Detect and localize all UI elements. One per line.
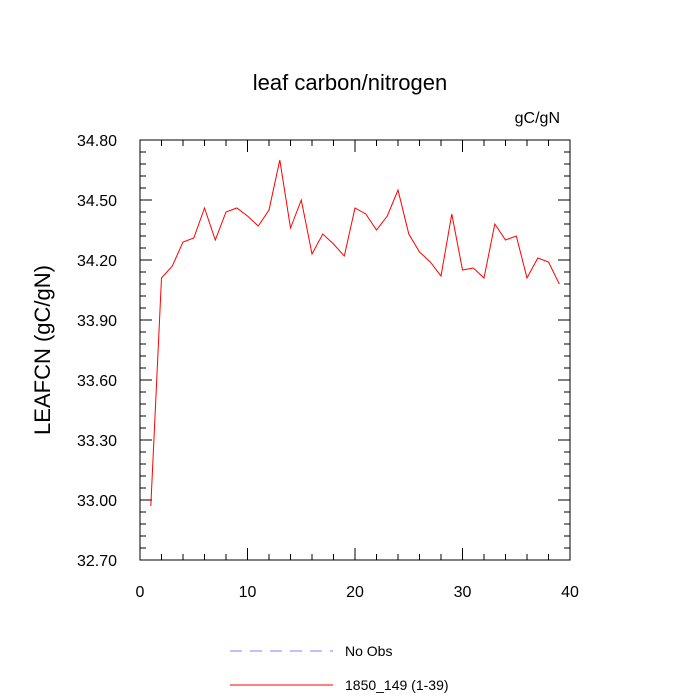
y-tick-label: 33.00 bbox=[77, 493, 117, 510]
y-tick-label: 34.50 bbox=[77, 193, 117, 210]
plot-frame bbox=[139, 139, 571, 561]
chart-title: leaf carbon/nitrogen bbox=[253, 70, 447, 95]
axes: 0 10 20 30 40 32.70 33.00 33.30 33.60 33.90 34.20 3… bbox=[77, 133, 579, 601]
legend-label: No Obs bbox=[345, 643, 392, 659]
x-tick-label: 20 bbox=[346, 584, 364, 601]
x-tick-label: 40 bbox=[561, 584, 579, 601]
x-tick-label: 30 bbox=[454, 584, 472, 601]
y-tick-label: 32.70 bbox=[77, 553, 117, 570]
y-tick-label: 34.20 bbox=[77, 253, 117, 270]
legend: No Obs 1850_149 (1-39) bbox=[230, 643, 449, 693]
legend-label: 1850_149 (1-39) bbox=[345, 677, 449, 693]
y-tick-label: 33.90 bbox=[77, 313, 117, 330]
units-label: gC/gN bbox=[515, 110, 560, 127]
y-tick-label: 33.60 bbox=[77, 373, 117, 390]
y-tick-label: 33.30 bbox=[77, 433, 117, 450]
x-tick-label: 10 bbox=[239, 584, 257, 601]
plot-series bbox=[150, 159, 560, 507]
y-tick-label: 34.80 bbox=[77, 133, 117, 150]
series-line bbox=[150, 159, 560, 507]
y-axis-label: LEAFCN (gC/gN) bbox=[30, 265, 55, 435]
x-tick-label: 0 bbox=[136, 584, 145, 601]
